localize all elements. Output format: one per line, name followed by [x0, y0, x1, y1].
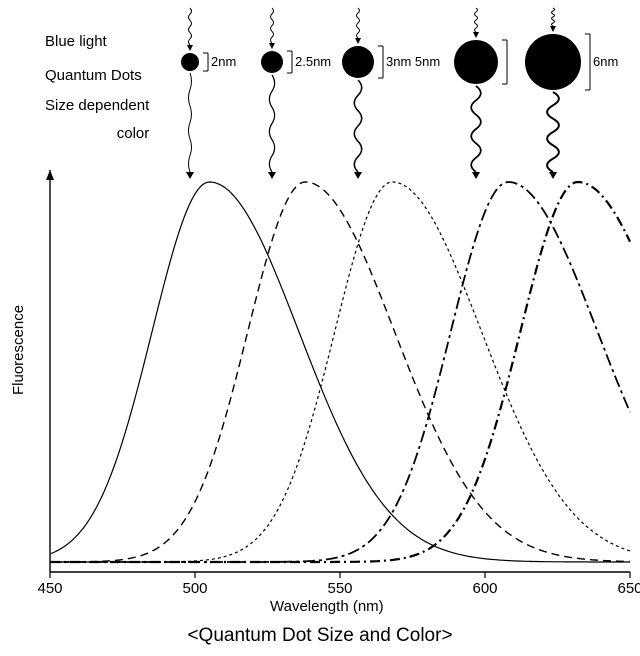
emission-curve-0	[50, 182, 630, 562]
quantum-dot	[181, 53, 199, 71]
x-tick-label: 450	[30, 580, 70, 597]
y-axis-label: Fluorescence	[10, 305, 27, 395]
incoming-light-squiggle	[475, 8, 478, 32]
quantum-dot	[525, 34, 581, 90]
emitted-light-squiggle	[189, 73, 192, 172]
emitted-light-squiggle	[547, 92, 559, 172]
dot-size-label-4: 6nm	[593, 54, 618, 69]
figure-container: Blue light Quantum Dots Size dependent c…	[0, 0, 640, 656]
x-tick-label: 650	[610, 580, 640, 597]
incoming-light-squiggle	[271, 8, 274, 43]
emission-curve-1	[50, 182, 630, 562]
dot-size-label-1: 2.5nm	[295, 54, 331, 69]
incoming-light-squiggle	[357, 8, 360, 38]
incoming-light-squiggle	[552, 8, 555, 26]
chart-svg	[0, 0, 640, 656]
incoming-light-squiggle	[189, 8, 192, 45]
dot-size-label-2-3: 3nm 5nm	[386, 54, 440, 69]
quantum-dot	[342, 46, 374, 78]
x-tick-label: 500	[175, 580, 215, 597]
emitted-light-squiggle	[269, 75, 274, 172]
quantum-dot	[261, 51, 283, 73]
quantum-dot	[454, 40, 498, 84]
emission-curve-3	[50, 182, 630, 562]
emission-curve-2	[50, 182, 630, 562]
x-tick-label: 550	[320, 580, 360, 597]
emitted-light-squiggle	[471, 86, 481, 172]
x-axis-label: Wavelength (nm)	[270, 598, 384, 615]
figure-caption: <Quantum Dot Size and Color>	[0, 625, 640, 647]
x-tick-label: 600	[465, 580, 505, 597]
emitted-light-squiggle	[354, 80, 361, 172]
dot-size-label-0: 2nm	[211, 54, 236, 69]
emission-curve-4	[50, 182, 630, 562]
